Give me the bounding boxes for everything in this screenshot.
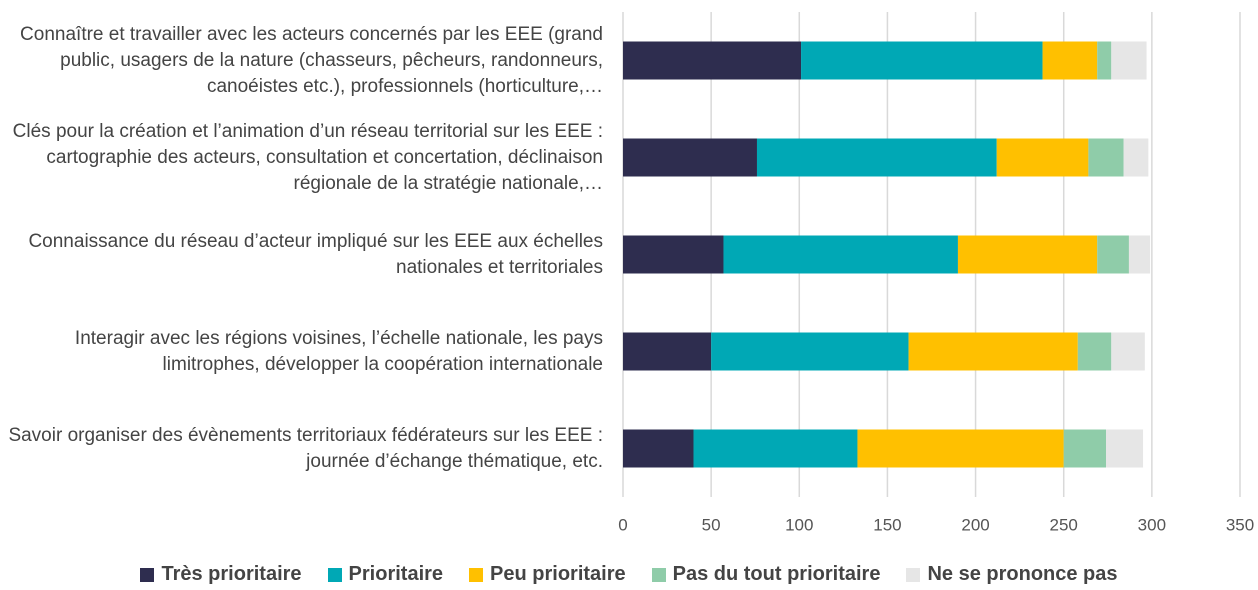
bar-segment (1128, 235, 1151, 274)
legend-item: Pas du tout prioritaire (651, 563, 881, 586)
bar-segment (623, 235, 724, 274)
bar-segment (1097, 41, 1112, 80)
category-label: Clés pour la création et l’animation d’u… (12, 120, 603, 194)
bar-segment (996, 138, 1089, 177)
x-tick-label: 250 (1050, 515, 1078, 534)
bar-segment (623, 332, 712, 371)
legend-item: Ne se prononce pas (906, 563, 1118, 586)
legend: Très prioritaire Prioritaire Peu prioritai… (0, 563, 1258, 586)
bar-segment (623, 429, 694, 468)
category-label: Interagir avec les régions voisines, l’é… (74, 327, 603, 375)
x-tick-label: 300 (1138, 515, 1166, 534)
bar-segment (1088, 138, 1124, 177)
legend-swatch (469, 567, 484, 582)
legend-swatch (906, 567, 921, 582)
legend-label: Très prioritaire (161, 563, 302, 585)
legend-swatch (651, 567, 666, 582)
bar-segment (723, 235, 958, 274)
bar-segment (1077, 332, 1112, 371)
legend-label: Peu prioritaire (490, 563, 626, 585)
x-tick-label: 100 (785, 515, 813, 534)
bar-segment (801, 41, 1043, 80)
bar-segment (908, 332, 1078, 371)
category-label: Connaître et travailler avec les acteurs… (20, 23, 603, 97)
legend-item: Peu prioritaire (469, 563, 626, 586)
legend-swatch (140, 567, 155, 582)
x-tick-label: 50 (702, 515, 721, 534)
bar-segment (1097, 235, 1129, 274)
bar-segment (1111, 332, 1145, 371)
legend-item: Très prioritaire (140, 563, 302, 586)
legend-label: Ne se prononce pas (927, 563, 1118, 585)
category-label: Connaissance du réseau d’acteur impliqué… (28, 230, 603, 278)
bar-segment (1123, 138, 1149, 177)
x-tick-label: 350 (1226, 515, 1254, 534)
bar-segment (756, 138, 997, 177)
bar-segment (623, 138, 757, 177)
bar-segment (857, 429, 1064, 468)
bar-segment (623, 41, 802, 80)
legend-label: Pas du tout prioritaire (672, 563, 881, 585)
category-label: Savoir organiser des évènements territor… (8, 424, 603, 472)
legend-label: Prioritaire (348, 563, 444, 585)
bar-segment (1111, 41, 1147, 80)
bar-segment (693, 429, 858, 468)
x-tick-label: 200 (961, 515, 989, 534)
bar-segment (1063, 429, 1107, 468)
bar-segment (711, 332, 909, 371)
x-tick-label: 150 (873, 515, 901, 534)
x-tick-label: 0 (618, 515, 627, 534)
bar-segment (957, 235, 1098, 274)
bar-segment (1042, 41, 1098, 80)
legend-swatch (327, 567, 342, 582)
bar-segment (1106, 429, 1144, 468)
legend-item: Prioritaire (327, 563, 444, 586)
